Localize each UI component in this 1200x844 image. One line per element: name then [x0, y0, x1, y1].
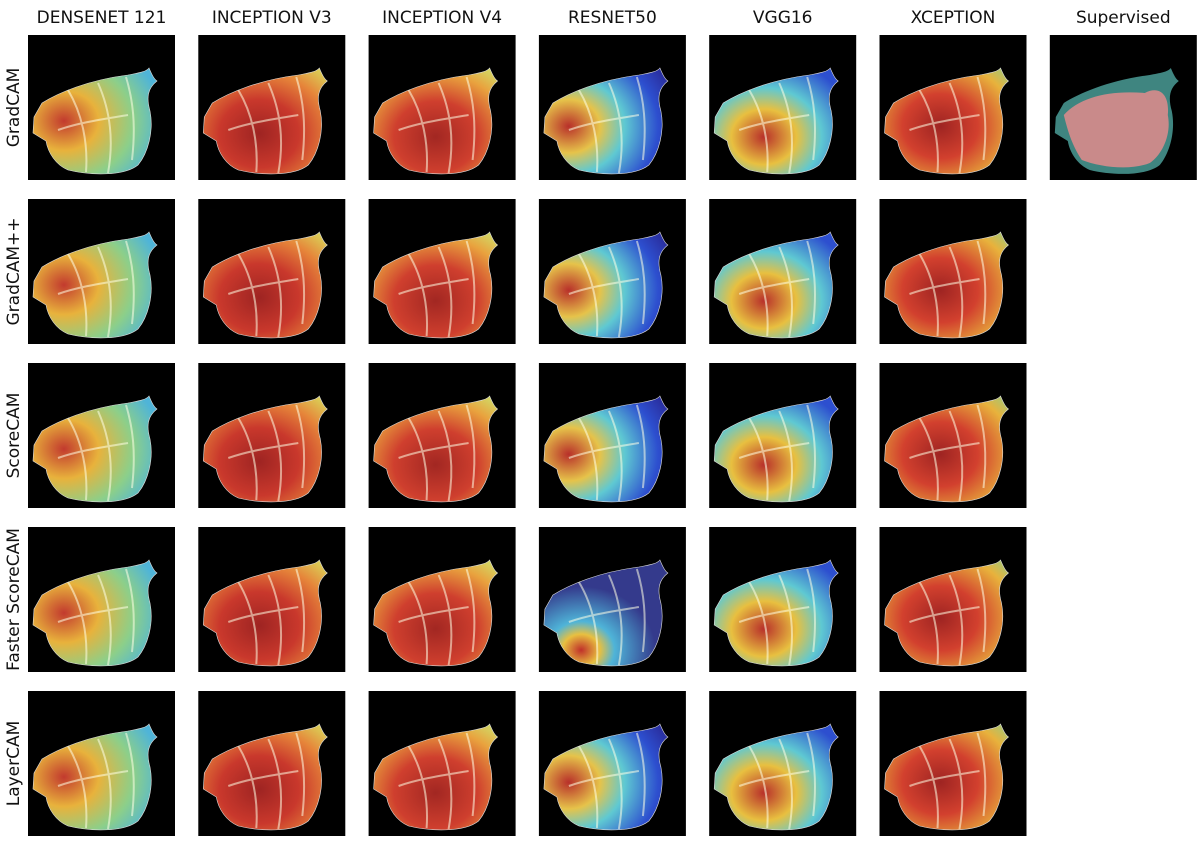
leaf-veins [227, 76, 306, 174]
leaf-veins [57, 404, 135, 502]
row-label: Faster ScoreCAM [4, 528, 24, 671]
image-tile [28, 527, 175, 672]
leaf-veins [57, 732, 135, 830]
leaf-veins [909, 240, 987, 338]
column-title: RESNET50 [568, 8, 657, 28]
leaf-veins [738, 240, 816, 338]
image-tile [709, 199, 857, 344]
leaf-veins [227, 240, 306, 338]
leaf-veins [398, 404, 476, 502]
image-tile [879, 199, 1027, 344]
column-title: INCEPTION V4 [382, 8, 502, 28]
column-title: XCEPTION [911, 8, 996, 28]
leaf-veins [57, 568, 135, 666]
image-tile [709, 691, 857, 836]
leaf-veins [568, 568, 646, 666]
image-tile [368, 527, 516, 672]
image-tile [879, 691, 1027, 836]
image-tile [368, 691, 516, 836]
row-label: GradCAM [4, 68, 24, 148]
column-title: DENSENET 121 [37, 8, 167, 28]
image-tile [538, 363, 686, 508]
image-tile [879, 363, 1027, 508]
image-tile [538, 199, 686, 344]
leaf-veins [227, 732, 306, 830]
leaf-veins [738, 76, 816, 174]
leaf-veins [909, 404, 987, 502]
leaf-veins [909, 76, 987, 174]
image-tile [198, 691, 346, 836]
row-label: GradCAM++ [4, 217, 24, 325]
row-label: LayerCAM [4, 721, 24, 807]
row-label: ScoreCAM [4, 393, 24, 479]
column-title: Supervised [1076, 8, 1171, 28]
image-tile [28, 691, 175, 836]
image-tile [368, 35, 516, 180]
image-tile [879, 35, 1027, 180]
image-tile [28, 363, 175, 508]
leaf-veins [398, 240, 476, 338]
image-tile [879, 527, 1027, 672]
leaf-veins [227, 404, 306, 502]
leaf-veins [398, 76, 476, 174]
image-tile [198, 363, 346, 508]
image-tile [28, 199, 175, 344]
leaf-veins [227, 568, 306, 666]
image-tile [198, 199, 346, 344]
image-tile [368, 199, 516, 344]
leaf-veins [57, 240, 135, 338]
image-tile [709, 363, 857, 508]
column-title: VGG16 [753, 8, 813, 28]
image-tile [28, 35, 175, 180]
leaf-veins [568, 76, 646, 174]
leaf-veins [909, 568, 987, 666]
leaf-veins [738, 404, 816, 502]
image-tile [538, 527, 686, 672]
image-tile [709, 35, 857, 180]
image-tile [709, 527, 857, 672]
image-tile [1049, 35, 1197, 180]
image-tile [368, 363, 516, 508]
leaf-veins [909, 732, 987, 830]
image-tile [198, 35, 346, 180]
image-tile [538, 35, 686, 180]
leaf-veins [738, 568, 816, 666]
leaf-veins [57, 76, 135, 174]
leaf-veins [738, 732, 816, 830]
leaf-veins [568, 404, 646, 502]
leaf-veins [398, 568, 476, 666]
leaf-veins [568, 240, 646, 338]
column-title: INCEPTION V3 [212, 8, 332, 28]
leaf-veins [398, 732, 476, 830]
segmentation-lesion [1063, 90, 1169, 168]
image-tile [198, 527, 346, 672]
image-tile [538, 691, 686, 836]
leaf-veins [568, 732, 646, 830]
